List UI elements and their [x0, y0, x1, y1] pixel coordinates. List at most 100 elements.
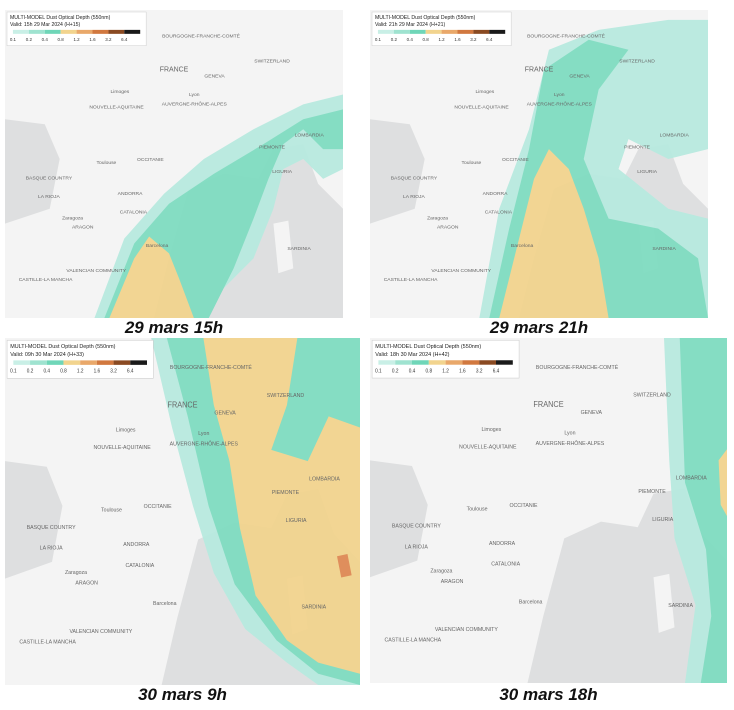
sea [5, 119, 60, 224]
legend-swatch [96, 360, 114, 365]
legend-swatch [63, 360, 81, 365]
place-label: GENEVA [581, 410, 603, 416]
place-label: FRANCE [533, 400, 563, 409]
place-label: SARDINIA [302, 605, 327, 611]
place-label: OCCITANIE [509, 503, 537, 509]
dust [151, 338, 360, 685]
legend-tick: 0.8 [423, 37, 430, 42]
place-label: LA RIOJA [40, 546, 63, 552]
panel-caption: 29 mars 15h [124, 318, 224, 337]
legend-swatch [462, 360, 480, 365]
legend-tick: 3.2 [470, 37, 477, 42]
place-label: LOMBARDIA [660, 132, 690, 138]
legend-valid: Valid: 18h 30 Mar 2024 (H+42) [375, 352, 449, 358]
place-label: SARDINIA [652, 246, 676, 252]
legend-tick: 0.2 [391, 37, 398, 42]
legend-swatch [479, 360, 496, 365]
legend-valid: Valid: 09h 30 Mar 2024 (H+33) [10, 352, 84, 358]
place-label: LOMBARDIA [309, 476, 340, 482]
place-label: BOURGOGNE-FRANCHE-COMTÉ [170, 364, 252, 371]
place-label: AUVERGNE-RHÔNE-ALPES [536, 440, 605, 447]
map-panel: FRANCE NOUVELLE-AQUITAINE AUVERGNE-RHÔNE-A… [370, 10, 708, 318]
legend-swatch [30, 360, 47, 365]
legend-tick: 0.2 [27, 369, 34, 375]
place-label: VALENCIAN COMMUNITY [66, 268, 126, 274]
legend-tick: 0.1 [375, 37, 382, 42]
sea [370, 460, 428, 578]
place-label: Toulouse [96, 160, 116, 166]
place-label: CASTILLE-LA MANCHA [384, 277, 438, 283]
place-label: BOURGOGNE-FRANCHE-COMTÉ [162, 33, 241, 40]
place-label: Barcelona [519, 600, 543, 606]
legend-box [371, 339, 520, 379]
place-label: Lyon [198, 431, 209, 437]
legend-tick: 0.4 [409, 368, 416, 374]
place-label: ARAGON [441, 579, 464, 585]
place-label: LIGURIA [637, 169, 658, 175]
place-label: OCCITANIE [502, 157, 529, 163]
place-label: LOMBARDIA [676, 475, 707, 481]
legend-tick: 0.2 [392, 368, 399, 374]
legend-tick: 3.2 [105, 37, 112, 42]
legend-tick: 1.6 [459, 368, 466, 374]
place-label: Toulouse [467, 506, 488, 512]
sea [5, 461, 63, 579]
place-label: Barcelona [146, 243, 169, 249]
place-label: BOURGOGNE-FRANCHE-COMTÉ [536, 364, 619, 371]
legend-tick: 0.4 [42, 37, 49, 42]
legend-swatch [473, 29, 490, 34]
legend-swatch [428, 360, 446, 365]
place-label: SWITZERLAND [254, 58, 290, 64]
legend-swatch [92, 29, 109, 34]
legend-swatch [378, 360, 396, 365]
legend-tick: 1.6 [94, 369, 101, 375]
place-label: BASQUE COUNTRY [26, 175, 73, 181]
legend-swatch [44, 29, 61, 34]
place-label: ARAGON [75, 580, 98, 586]
place-label: SWITZERLAND [619, 58, 655, 64]
map-panel: FRANCE NOUVELLE-AQUITAINE AUVERGNE-RHÔNE-A… [370, 338, 727, 683]
place-label: CASTILLE-LA MANCHA [384, 637, 441, 643]
place-label: Limoges [476, 89, 495, 95]
place-label: AUVERGNE-RHÔNE-ALPES [527, 100, 593, 107]
place-label: BOURGOGNE-FRANCHE-COMTÉ [527, 33, 606, 40]
place-label: Zaragoza [427, 215, 448, 221]
legend-tick: 6.4 [486, 37, 493, 42]
legend-tick: 1.6 [454, 37, 461, 42]
legend-tick: 0.2 [26, 37, 33, 42]
place-label: PIEMONTE [638, 489, 666, 495]
place-label: LIGURIA [652, 517, 673, 523]
place-label: Lyon [189, 92, 200, 98]
legend-tick: 3.2 [110, 369, 117, 375]
place-label: Barcelona [511, 243, 534, 249]
place-label: LIGURIA [286, 518, 307, 524]
legend-box [6, 11, 147, 47]
map-panel: FRANCE NOUVELLE-AQUITAINE AUVERGNE-RHÔNE-A… [5, 338, 360, 685]
legend-title: MULTI-MODEL Dust Optical Depth (550nm) [10, 344, 115, 350]
legend-swatch [393, 29, 410, 34]
legend-swatch [412, 360, 429, 365]
legend-valid: Valid: 21h 29 Mar 2024 (H+21) [375, 22, 446, 28]
panel-caption: 30 mars 18h [499, 685, 598, 704]
legend-tick: 0.4 [44, 369, 51, 375]
place-label: NOUVELLE-AQUITAINE [94, 445, 152, 451]
legend-box [6, 339, 154, 379]
place-label: CASTILLE-LA MANCHA [19, 639, 76, 645]
place-label: FRANCE [525, 67, 554, 74]
sea [370, 119, 425, 224]
place-label: ANDORRA [489, 541, 516, 547]
legend-tick: 0.1 [10, 37, 17, 42]
panel-caption: 30 mars 9h [138, 685, 227, 704]
place-label: PIEMONTE [272, 490, 300, 496]
place-label: CATALONIA [126, 563, 155, 569]
place-label: SWITZERLAND [633, 393, 671, 399]
legend-swatch [445, 360, 463, 365]
place-label: NOUVELLE-AQUITAINE [459, 444, 517, 450]
legend-tick: 0.8 [60, 369, 67, 375]
place-label: AUVERGNE-RHÔNE-ALPES [162, 100, 228, 107]
panel-caption: 29 mars 21h [489, 318, 589, 337]
legend-tick: 0.1 [375, 368, 382, 374]
legend-swatch [425, 29, 442, 34]
legend-title: MULTI-MODEL Dust Optical Depth (550nm) [10, 15, 111, 21]
